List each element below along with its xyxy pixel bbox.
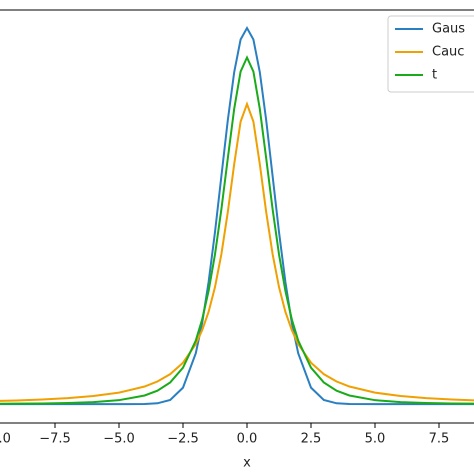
x-tick-label: −2.5 (167, 432, 199, 447)
legend-box (387, 15, 474, 93)
x-tick-label: −10.0 (0, 432, 11, 447)
legend-label: t (432, 68, 437, 83)
x-tick-label: 2.5 (301, 432, 322, 447)
x-tick-label: 5.0 (365, 432, 386, 447)
x-tick-label: −5.0 (103, 432, 135, 447)
line-series (0, 55, 474, 405)
x-tick-label: 0.0 (237, 432, 258, 447)
line-series (0, 25, 474, 406)
legend-label: Gaus (432, 22, 465, 37)
x-tick-label: −7.5 (39, 432, 71, 447)
x-tick-label: 7.5 (429, 432, 450, 447)
legend-label: Cauc (432, 45, 464, 60)
line-series (0, 101, 474, 402)
x-axis-label: x (243, 456, 251, 471)
